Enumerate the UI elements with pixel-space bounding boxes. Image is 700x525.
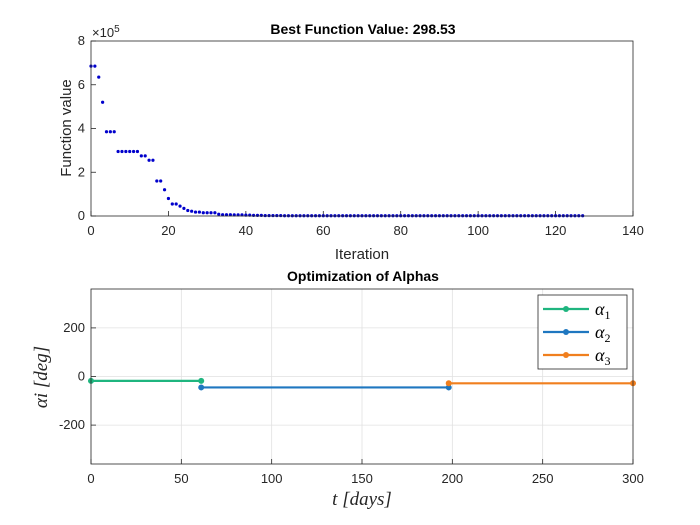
chart2-y-tick-label: 200 (63, 320, 85, 335)
chart1-x-tick-label: 60 (316, 223, 330, 238)
chart1-data-point (217, 212, 221, 216)
chart2-series (88, 377, 636, 391)
chart1-data-point (267, 213, 271, 218)
chart1-data-point (135, 149, 140, 154)
chart2-legend-label-3: α3 (595, 345, 610, 368)
chart2-x-tick-label: 50 (174, 471, 188, 486)
chart1-x-label: Iteration (335, 246, 389, 263)
alphas-chart: Optimization of Alphas -200 0 200 0 50 100 15… (31, 268, 644, 510)
chart1-x-tick-label: 120 (545, 223, 567, 238)
chart2-x-label: t [days] (332, 489, 392, 510)
chart2-x-tick-label: 300 (622, 471, 644, 486)
chart2-series-marker (445, 384, 452, 391)
chart2-legend-marker (563, 306, 569, 312)
function-value-chart: Best Function Value: 298.53 ×105 0 2 4 6 8 0… (58, 21, 644, 263)
chart1-data-point (193, 210, 198, 214)
chart1-data-point (228, 213, 232, 217)
chart1-data-point (104, 130, 109, 134)
chart1-data-point (178, 204, 182, 208)
chart2-legend-marker (563, 352, 569, 358)
chart1-data-point (151, 158, 155, 162)
chart1-data-point (252, 213, 256, 217)
chart1-data-point (190, 209, 194, 213)
chart1-data-point (166, 196, 171, 201)
chart1-y-exponent: ×105 (92, 24, 120, 40)
chart1-y-tick-label: 0 (78, 208, 85, 223)
chart1-data-point (112, 130, 116, 134)
chart1-data-point (201, 211, 205, 215)
chart1-data-point (116, 149, 120, 154)
chart1-x-tick-label: 80 (393, 223, 407, 238)
chart1-y-tick-label: 2 (78, 164, 85, 179)
chart1-data-point (213, 211, 217, 215)
chart1-data-point (186, 208, 190, 213)
chart2-series-marker (198, 377, 205, 384)
chart1-data-point (131, 149, 136, 154)
chart1-y-ticks: 0 2 4 6 8 (78, 33, 96, 223)
chart1-data-point (255, 213, 260, 217)
chart2-x-tick-label: 150 (351, 471, 373, 486)
chart2-series-marker (198, 384, 205, 391)
chart1-data-point (221, 213, 225, 217)
chart1-data-point (108, 130, 112, 134)
chart1-data-point (275, 213, 279, 218)
chart2-x-tick-label: 100 (261, 471, 283, 486)
chart2-y-tick-label: -200 (59, 417, 85, 432)
chart1-data-point (271, 213, 275, 218)
chart1-y-tick-label: 4 (78, 121, 85, 136)
chart1-axes-box (90, 40, 634, 217)
chart1-data-point (162, 188, 167, 192)
chart1-data-point (279, 213, 283, 218)
chart2-x-tick-label: 250 (532, 471, 554, 486)
chart2-y-label: αi [deg] (31, 346, 52, 408)
chart1-data-point (209, 211, 213, 215)
chart1-data-point (174, 202, 178, 206)
chart2-legend-label-2: α2 (595, 322, 610, 345)
chart2-x-tick-label: 200 (441, 471, 463, 486)
chart1-x-tick-label: 100 (467, 223, 489, 238)
chart1-data-point (182, 206, 186, 210)
chart1-data-point (263, 213, 267, 218)
chart1-y-tick-label: 6 (78, 77, 85, 92)
chart1-data-point (224, 213, 229, 217)
chart1-data-point (101, 100, 105, 104)
chart1-y-label: Function value (58, 79, 75, 177)
chart1-x-tick-label: 140 (622, 223, 644, 238)
chart1-data-point (205, 211, 209, 215)
chart2-legend-label-1: α1 (595, 299, 610, 322)
chart1-data-point (143, 154, 147, 158)
chart1-data-point (120, 149, 124, 154)
chart1-data-point (159, 179, 163, 183)
chart2-title: Optimization of Alphas (287, 268, 439, 284)
chart1-data-point (93, 64, 97, 68)
chart1-data-point (155, 179, 159, 183)
chart1-data-point (139, 154, 143, 158)
chart1-data-point (147, 158, 151, 162)
chart1-data-point (197, 210, 201, 214)
chart1-x-tick-label: 20 (161, 223, 175, 238)
chart1-data-point (259, 213, 263, 217)
chart1-data-points (89, 64, 585, 218)
chart1-x-tick-label: 0 (87, 223, 94, 238)
chart1-data-point (97, 75, 101, 79)
chart2-x-ticks: 0 50 100 150 200 250 300 (87, 459, 644, 486)
chart2-x-tick-label: 0 (87, 471, 94, 486)
chart1-title: Best Function Value: 298.53 (270, 21, 455, 37)
chart2-axes-box (90, 288, 634, 465)
chart1-data-point (170, 202, 174, 206)
chart1-data-point (128, 149, 132, 154)
chart2-series-marker (445, 380, 452, 387)
chart1-x-tick-label: 40 (239, 223, 253, 238)
chart1-y-tick-label: 8 (78, 33, 85, 48)
chart2-y-tick-label: 0 (78, 369, 85, 384)
chart1-data-point (124, 149, 128, 154)
chart2-legend-marker (563, 329, 569, 335)
chart2-y-ticks: -200 0 200 (59, 320, 96, 432)
